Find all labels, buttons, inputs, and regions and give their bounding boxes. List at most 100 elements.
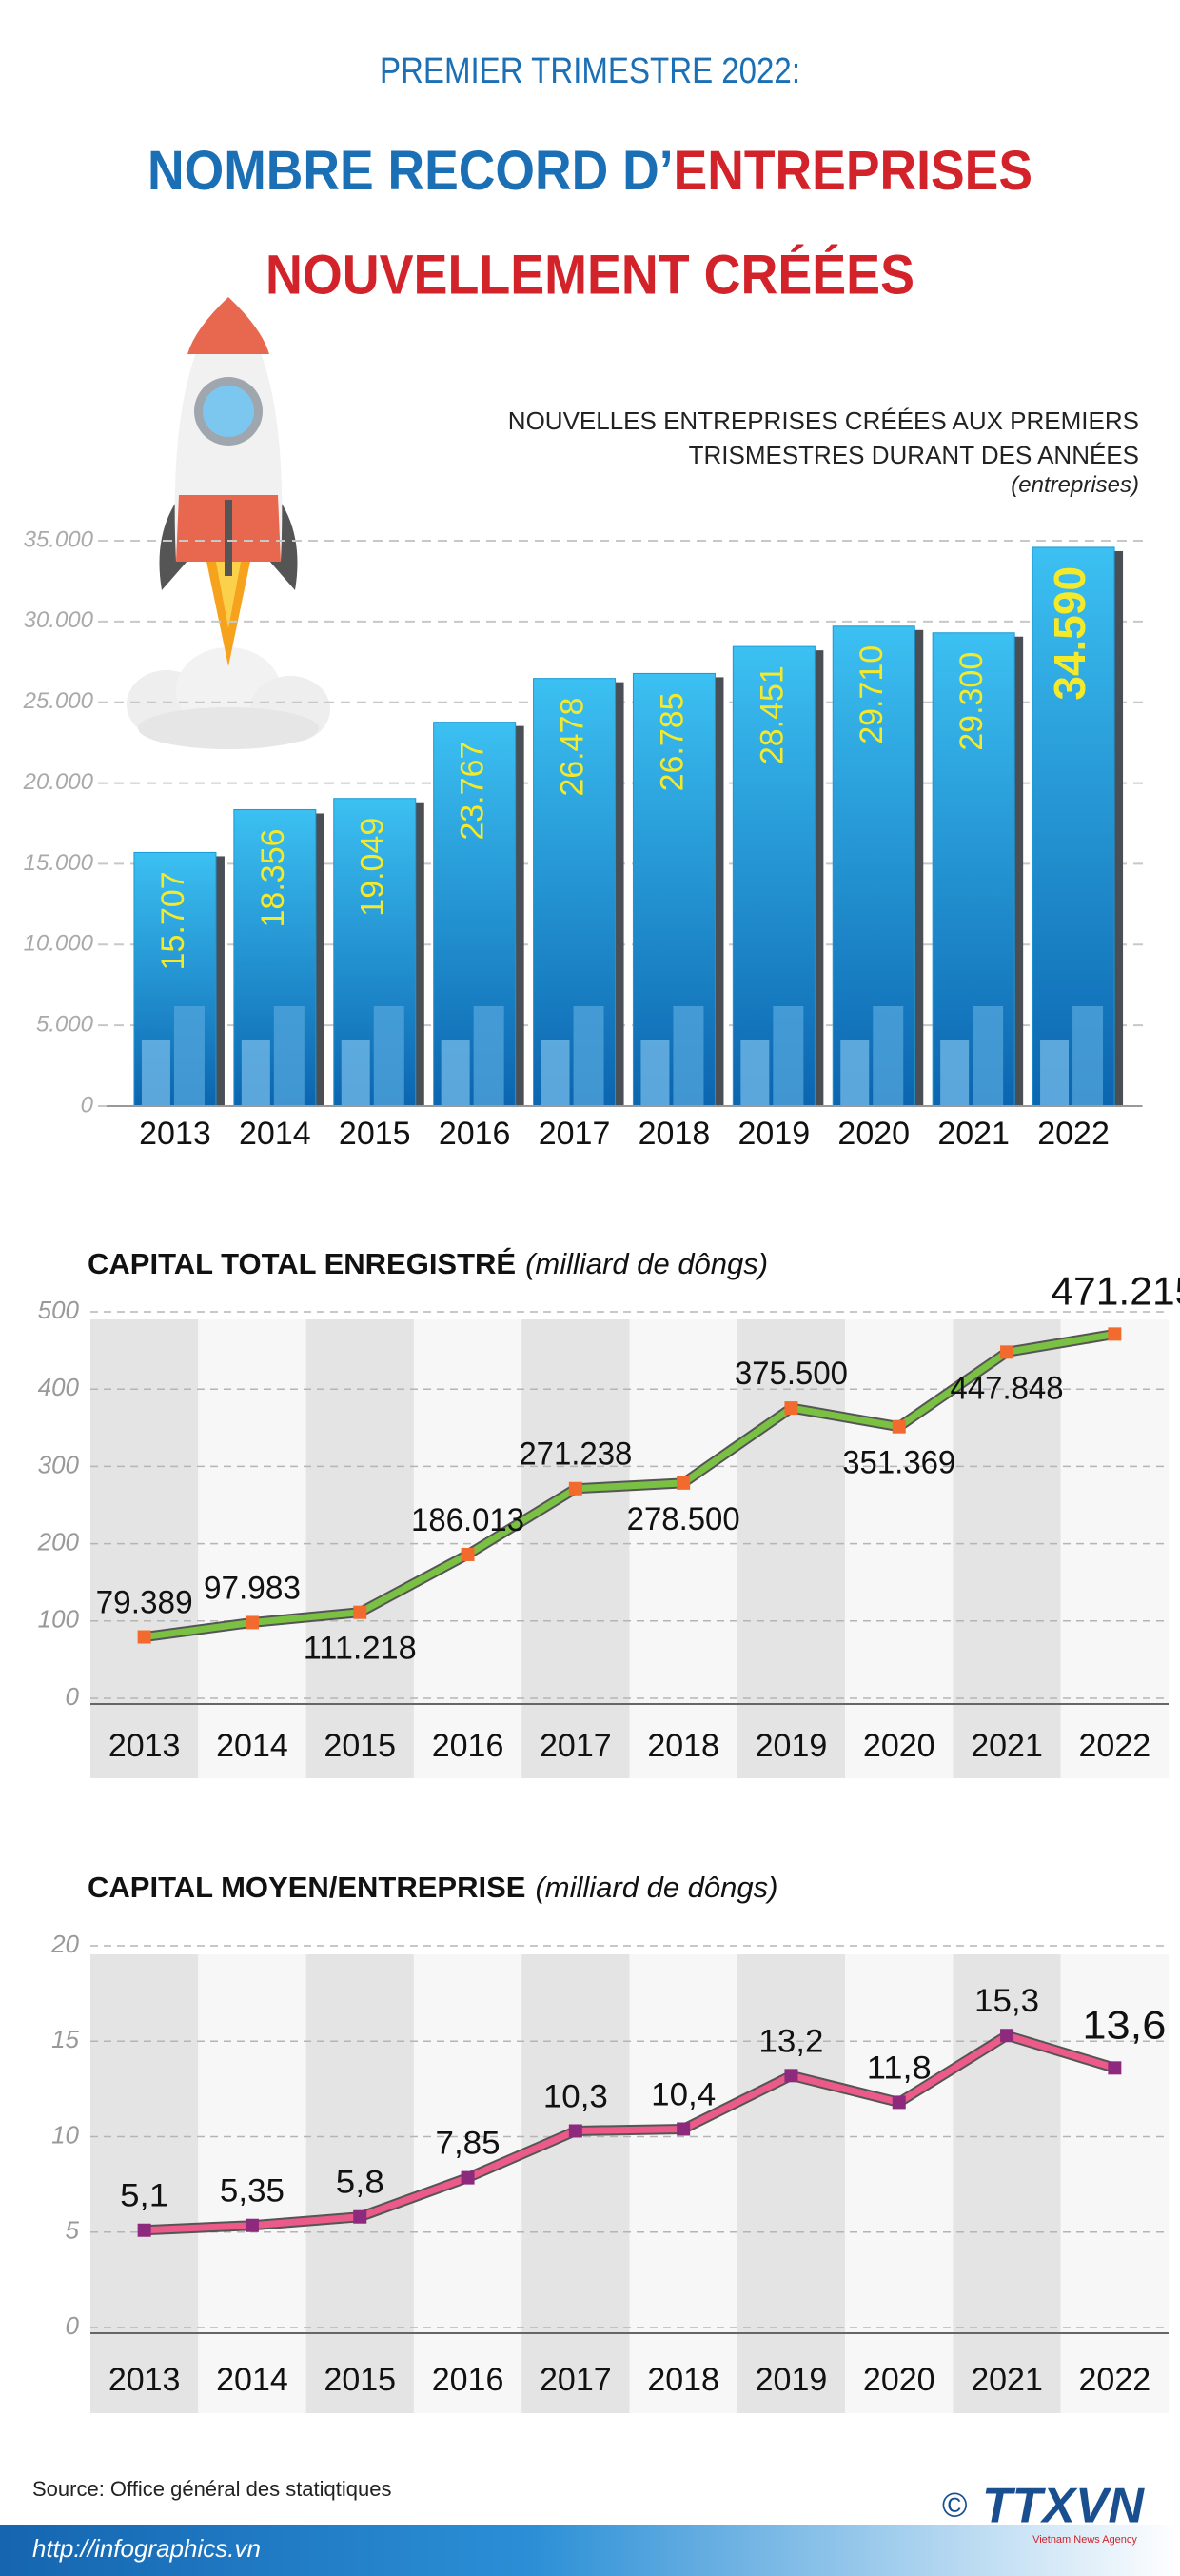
value-label: 186.013 bbox=[411, 1502, 524, 1538]
value-label: 29.300 bbox=[954, 652, 990, 751]
building bbox=[541, 1040, 570, 1106]
building bbox=[141, 1040, 170, 1106]
band bbox=[1060, 1954, 1169, 2413]
marker bbox=[784, 2069, 798, 2083]
value-label: 11,8 bbox=[867, 2050, 932, 2086]
y-tick-label: 0 bbox=[81, 1092, 94, 1118]
footer-bar bbox=[0, 2525, 1180, 2576]
chart-title: CAPITAL TOTAL ENREGISTRÉ (milliard de dôn… bbox=[88, 1247, 768, 1280]
chart-title: CAPITAL MOYEN/ENTREPRISE (milliard de dôn… bbox=[88, 1871, 777, 1904]
building bbox=[173, 1006, 205, 1106]
x-tick-label: 2022 bbox=[1037, 1116, 1110, 1152]
value-label: 15,3 bbox=[974, 1983, 1039, 2019]
value-label: 23.767 bbox=[455, 742, 491, 841]
value-label: 111.218 bbox=[304, 1631, 417, 1667]
value-label: 10,4 bbox=[651, 2076, 716, 2112]
band bbox=[90, 1954, 199, 2413]
building bbox=[341, 1040, 370, 1106]
building bbox=[673, 1006, 704, 1106]
value-label: 29.710 bbox=[854, 645, 890, 744]
marker bbox=[1108, 1327, 1122, 1341]
url: http://infographics.vn bbox=[32, 2534, 261, 2563]
value-label: 18.356 bbox=[255, 828, 291, 927]
x-tick-label: 2018 bbox=[647, 1728, 719, 1764]
title-text: CAPITAL MOYEN/ENTREPRISE bbox=[88, 1871, 525, 1904]
value-label: 79.389 bbox=[96, 1585, 193, 1621]
y-tick-label: 400 bbox=[38, 1373, 80, 1401]
y-tick-label: 15 bbox=[51, 2025, 79, 2053]
value-label: 351.369 bbox=[842, 1445, 955, 1481]
marker bbox=[892, 2095, 906, 2110]
value-label: 271.238 bbox=[519, 1437, 632, 1473]
x-tick-label: 2013 bbox=[139, 1116, 211, 1152]
y-tick-label: 30.000 bbox=[24, 607, 94, 633]
x-tick-label: 2014 bbox=[216, 1728, 288, 1764]
marker bbox=[677, 2122, 691, 2136]
x-tick-label: 2022 bbox=[1079, 2362, 1151, 2398]
marker bbox=[1000, 2029, 1014, 2043]
marker bbox=[245, 1615, 259, 1630]
marker bbox=[353, 2209, 367, 2224]
y-tick-label: 0 bbox=[66, 2311, 80, 2340]
x-tick-label: 2017 bbox=[539, 1116, 611, 1152]
title-unit: (milliard de dôngs) bbox=[535, 1871, 777, 1904]
x-tick-label: 2019 bbox=[738, 1116, 811, 1152]
band bbox=[1060, 1319, 1169, 1778]
bar-shadow bbox=[1014, 636, 1024, 1106]
x-tick-label: 2014 bbox=[239, 1116, 311, 1152]
band bbox=[305, 1954, 414, 2413]
building bbox=[473, 1006, 504, 1106]
logo-sub: Vietnam News Agency bbox=[1032, 2534, 1137, 2546]
building bbox=[373, 1006, 404, 1106]
y-tick-label: 0 bbox=[66, 1682, 80, 1711]
building bbox=[940, 1040, 970, 1106]
marker bbox=[568, 1481, 582, 1496]
marker bbox=[892, 1419, 906, 1434]
bar-shadow bbox=[315, 813, 324, 1106]
y-tick-label: 10.000 bbox=[24, 931, 94, 957]
bar-chart-subtitle: (entreprises) bbox=[1011, 472, 1139, 498]
y-tick-label: 15.000 bbox=[24, 850, 94, 876]
headline-line2: NOUVELLEMENT CRÉÉES bbox=[266, 244, 914, 306]
building bbox=[241, 1040, 270, 1106]
marker bbox=[461, 2170, 475, 2185]
y-tick-label: 300 bbox=[38, 1450, 80, 1478]
x-tick-label: 2015 bbox=[324, 1728, 396, 1764]
building bbox=[441, 1040, 470, 1106]
building bbox=[1040, 1040, 1070, 1106]
value-label: 278.500 bbox=[627, 1501, 740, 1537]
bar-chart-title: NOUVELLES ENTREPRISES CRÉÉES AUX PREMIER… bbox=[507, 406, 1139, 469]
value-label: 26.785 bbox=[654, 692, 690, 791]
x-tick-label: 2020 bbox=[863, 2362, 935, 2398]
band bbox=[737, 1954, 846, 2413]
line bbox=[144, 1330, 1115, 1641]
y-tick-label: 5 bbox=[66, 2216, 80, 2245]
band bbox=[845, 1319, 954, 1778]
x-tick-label: 2022 bbox=[1079, 1728, 1151, 1764]
value-label: 13,2 bbox=[758, 2023, 823, 2059]
y-tick-label: 20 bbox=[50, 1930, 79, 1958]
y-tick-label: 20.000 bbox=[23, 769, 94, 795]
building bbox=[573, 1006, 604, 1106]
band bbox=[198, 1319, 306, 1778]
band bbox=[737, 1319, 846, 1778]
value-label: 28.451 bbox=[754, 665, 790, 764]
value-label: 13,6 bbox=[1082, 2002, 1166, 2047]
y-tick-label: 25.000 bbox=[23, 688, 94, 714]
x-tick-label: 2020 bbox=[863, 1728, 935, 1764]
band bbox=[198, 1954, 306, 2413]
line bbox=[144, 2031, 1116, 2234]
marker bbox=[784, 1401, 798, 1416]
band bbox=[629, 1319, 738, 1778]
band bbox=[629, 1954, 738, 2413]
copyright: © bbox=[942, 2486, 968, 2525]
marker bbox=[137, 1630, 151, 1644]
source: Source: Office général des statiqtiques bbox=[32, 2477, 391, 2501]
x-tick-label: 2017 bbox=[540, 2362, 612, 2398]
band bbox=[521, 1319, 630, 1778]
marker bbox=[137, 2223, 151, 2237]
value-label: 5,8 bbox=[336, 2165, 384, 2201]
bar-shadow bbox=[1114, 550, 1124, 1106]
